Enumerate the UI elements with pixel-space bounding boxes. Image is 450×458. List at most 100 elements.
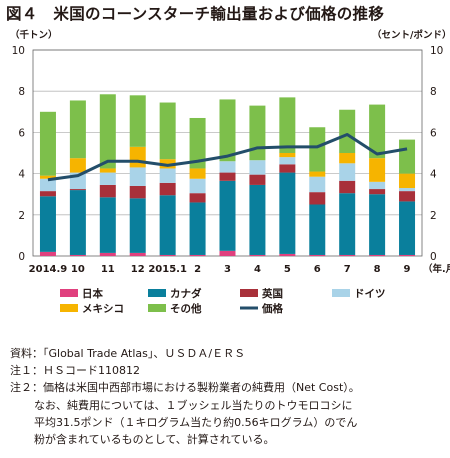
- bar-segment-germany: [189, 178, 206, 194]
- x-tick-label: 6: [314, 264, 321, 275]
- left-tick-label: 8: [18, 86, 25, 98]
- x-tick-label: 3: [224, 264, 231, 275]
- legend-label: その他: [170, 302, 202, 315]
- x-tick-label: 2014.9: [29, 264, 68, 275]
- right-tick-label: 8: [430, 86, 437, 98]
- bar-segment-japan: [369, 254, 386, 256]
- note-1: 注１：ＨＳコード110812: [10, 364, 140, 378]
- price-line: [47, 132, 408, 182]
- right-tick-label: 0: [430, 251, 437, 263]
- bar-segment-uk: [99, 184, 116, 198]
- legend-swatch-uk: [240, 289, 258, 297]
- left-tick-label: 0: [18, 251, 25, 263]
- bar-segment-mexico: [309, 171, 326, 177]
- bar-segment-germany: [129, 167, 146, 186]
- bar-segment-uk: [219, 172, 236, 181]
- bar-segment-japan: [189, 254, 206, 256]
- x-tick-label: 5: [284, 264, 291, 275]
- bar-segment-canada: [219, 180, 236, 251]
- bar-segment-mexico: [399, 173, 416, 189]
- bar-segment-japan: [249, 254, 266, 256]
- x-axis-unit: （年.月）: [423, 263, 450, 275]
- bar-segment-canada: [129, 198, 146, 253]
- bar-segment-other: [279, 97, 296, 153]
- x-tick-label: 7: [344, 264, 351, 275]
- bar-segment-other: [399, 139, 416, 174]
- x-tick-label: 10: [71, 264, 85, 275]
- x-tick-label: 2015.1: [148, 264, 187, 275]
- bar-segment-japan: [69, 254, 86, 256]
- x-tick-label: 4: [254, 264, 261, 275]
- bar-segment-canada: [39, 196, 56, 252]
- bar-segment-uk: [189, 193, 206, 203]
- bar-segment-japan: [39, 251, 56, 256]
- bar-segment-uk: [339, 180, 356, 194]
- right-tick-label: 4: [430, 169, 437, 181]
- bar-segment-japan: [279, 253, 296, 256]
- bar-segment-canada: [249, 184, 266, 255]
- bar-segment-japan: [399, 254, 416, 256]
- x-tick-label: 11: [101, 264, 115, 275]
- note-2-cont-3: 粉が含まれているものとして、計算されている。: [34, 433, 275, 447]
- bar-segment-other: [339, 109, 356, 153]
- bar-segment-uk: [369, 189, 386, 195]
- bar-segment-canada: [279, 172, 296, 254]
- bar-segment-japan: [339, 254, 356, 256]
- bar-segment-mexico: [129, 146, 146, 168]
- bar-segment-uk: [249, 174, 266, 185]
- bar-segment-germany: [309, 176, 326, 193]
- bar-segment-germany: [39, 178, 56, 192]
- bar-segment-uk: [129, 185, 146, 199]
- bar-segment-canada: [309, 204, 326, 255]
- bar-segment-uk: [39, 191, 56, 197]
- x-tick-label: 2: [194, 264, 201, 275]
- bar-segment-mexico: [159, 159, 176, 169]
- bar-segment-mexico: [369, 158, 386, 182]
- note-2-cont-1: なお、純費用については、１ブッシェル当たりのトウモロコシに: [34, 398, 353, 412]
- bar-segment-japan: [219, 250, 236, 256]
- note-source: 資料：「Global Trade Atlas」、ＵＳＤＡ/ＥＲＳ: [10, 347, 246, 360]
- bar-segment-uk: [69, 189, 86, 191]
- bar-segment-canada: [369, 194, 386, 255]
- x-tick-label: 8: [374, 264, 381, 275]
- bar-segment-other: [369, 104, 386, 159]
- left-tick-label: 10: [12, 45, 25, 57]
- bar-segment-germany: [219, 161, 236, 173]
- legend-swatch-japan: [60, 289, 78, 297]
- bar-segment-canada: [99, 197, 116, 253]
- bar-segment-germany: [369, 181, 386, 190]
- legend-swatch-germany: [332, 289, 350, 297]
- legend-swatch-canada: [148, 289, 166, 297]
- bar-segment-mexico: [189, 168, 206, 179]
- bar-segment-other: [39, 111, 56, 176]
- right-tick-label: 6: [430, 127, 437, 139]
- bar-segment-uk: [399, 191, 416, 202]
- right-tick-label: 2: [430, 210, 437, 222]
- bar-segment-other: [219, 99, 236, 162]
- legend-label: カナダ: [170, 287, 202, 300]
- left-tick-label: 6: [18, 127, 25, 139]
- bar-segment-japan: [129, 252, 146, 256]
- left-tick-label: 4: [18, 169, 25, 181]
- x-tick-label: 9: [404, 264, 411, 275]
- bar-segment-other: [159, 102, 176, 160]
- bar-segment-canada: [69, 190, 86, 255]
- bar-segment-germany: [249, 160, 266, 175]
- bar-segment-other: [129, 95, 146, 147]
- bar-segment-other: [69, 100, 86, 159]
- bar-segment-mexico: [69, 158, 86, 173]
- legend-label: ドイツ: [354, 288, 386, 300]
- bar-segment-mexico: [39, 175, 56, 179]
- bar-segment-germany: [399, 188, 416, 192]
- bar-segment-germany: [339, 163, 356, 181]
- bar-segment-other: [309, 127, 326, 172]
- bar-segment-uk: [159, 182, 176, 196]
- legend-label: 日本: [82, 287, 103, 300]
- bar-segment-other: [99, 94, 116, 169]
- legend-label: 価格: [261, 302, 283, 315]
- bar-segment-canada: [399, 201, 416, 255]
- bar-segment-germany: [99, 172, 116, 185]
- bar-segment-germany: [279, 157, 296, 165]
- chart-notes: 資料：「Global Trade Atlas」、ＵＳＤＡ/ＥＲＳ 注１：ＨＳコー…: [10, 345, 446, 448]
